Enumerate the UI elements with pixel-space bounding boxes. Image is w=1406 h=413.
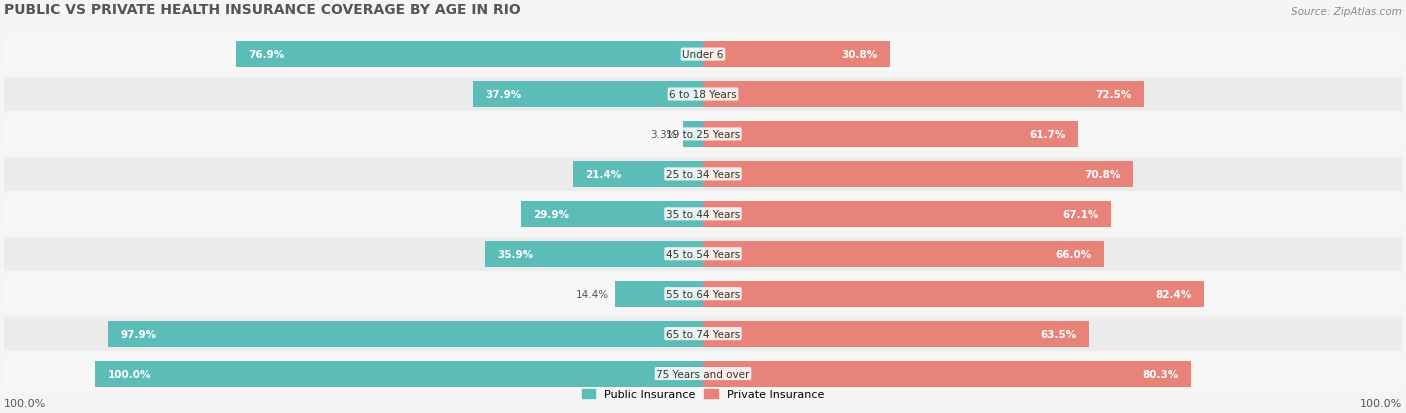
Text: 3.3%: 3.3% bbox=[651, 130, 676, 140]
Text: 100.0%: 100.0% bbox=[107, 369, 150, 379]
Text: 100.0%: 100.0% bbox=[1360, 399, 1402, 408]
Text: 76.9%: 76.9% bbox=[247, 50, 284, 60]
Text: 25 to 34 Years: 25 to 34 Years bbox=[666, 169, 740, 180]
FancyBboxPatch shape bbox=[4, 157, 1402, 191]
Bar bbox=[703, 122, 1078, 147]
Text: 19 to 25 Years: 19 to 25 Years bbox=[666, 130, 740, 140]
Text: 67.1%: 67.1% bbox=[1062, 209, 1098, 219]
Text: 66.0%: 66.0% bbox=[1056, 249, 1092, 259]
Text: 100.0%: 100.0% bbox=[4, 399, 46, 408]
Text: 63.5%: 63.5% bbox=[1040, 329, 1077, 339]
Text: 82.4%: 82.4% bbox=[1156, 289, 1191, 299]
Bar bbox=[703, 202, 1111, 227]
Text: 55 to 64 Years: 55 to 64 Years bbox=[666, 289, 740, 299]
Bar bbox=[703, 42, 890, 68]
Bar bbox=[522, 202, 703, 227]
Bar bbox=[703, 161, 1133, 188]
Text: 80.3%: 80.3% bbox=[1143, 369, 1178, 379]
Text: 75 Years and over: 75 Years and over bbox=[657, 369, 749, 379]
Text: Source: ZipAtlas.com: Source: ZipAtlas.com bbox=[1291, 7, 1402, 17]
Bar bbox=[574, 161, 703, 188]
Bar bbox=[616, 281, 703, 307]
Text: 65 to 74 Years: 65 to 74 Years bbox=[666, 329, 740, 339]
Text: 14.4%: 14.4% bbox=[576, 289, 609, 299]
FancyBboxPatch shape bbox=[4, 317, 1402, 351]
Text: 6 to 18 Years: 6 to 18 Years bbox=[669, 90, 737, 100]
Text: 29.9%: 29.9% bbox=[533, 209, 569, 219]
Bar bbox=[108, 321, 703, 347]
Bar bbox=[703, 281, 1204, 307]
Text: 97.9%: 97.9% bbox=[121, 329, 156, 339]
Text: 72.5%: 72.5% bbox=[1095, 90, 1132, 100]
FancyBboxPatch shape bbox=[4, 197, 1402, 231]
Bar bbox=[703, 82, 1143, 108]
Text: 35 to 44 Years: 35 to 44 Years bbox=[666, 209, 740, 219]
FancyBboxPatch shape bbox=[4, 357, 1402, 391]
Bar bbox=[703, 241, 1104, 267]
Text: 45 to 54 Years: 45 to 54 Years bbox=[666, 249, 740, 259]
Text: 30.8%: 30.8% bbox=[842, 50, 877, 60]
Text: PUBLIC VS PRIVATE HEALTH INSURANCE COVERAGE BY AGE IN RIO: PUBLIC VS PRIVATE HEALTH INSURANCE COVER… bbox=[4, 3, 520, 17]
Text: 61.7%: 61.7% bbox=[1029, 130, 1066, 140]
FancyBboxPatch shape bbox=[4, 38, 1402, 72]
Text: Under 6: Under 6 bbox=[682, 50, 724, 60]
FancyBboxPatch shape bbox=[4, 78, 1402, 112]
Text: 21.4%: 21.4% bbox=[585, 169, 621, 180]
Bar bbox=[703, 321, 1088, 347]
Legend: Public Insurance, Private Insurance: Public Insurance, Private Insurance bbox=[578, 385, 828, 404]
Bar bbox=[472, 82, 703, 108]
Bar bbox=[236, 42, 703, 68]
Text: 35.9%: 35.9% bbox=[496, 249, 533, 259]
Bar bbox=[683, 122, 703, 147]
Text: 70.8%: 70.8% bbox=[1084, 169, 1121, 180]
Bar bbox=[96, 361, 703, 387]
Bar bbox=[485, 241, 703, 267]
FancyBboxPatch shape bbox=[4, 118, 1402, 152]
Text: 37.9%: 37.9% bbox=[485, 90, 522, 100]
Bar bbox=[703, 361, 1191, 387]
FancyBboxPatch shape bbox=[4, 277, 1402, 311]
FancyBboxPatch shape bbox=[4, 237, 1402, 271]
